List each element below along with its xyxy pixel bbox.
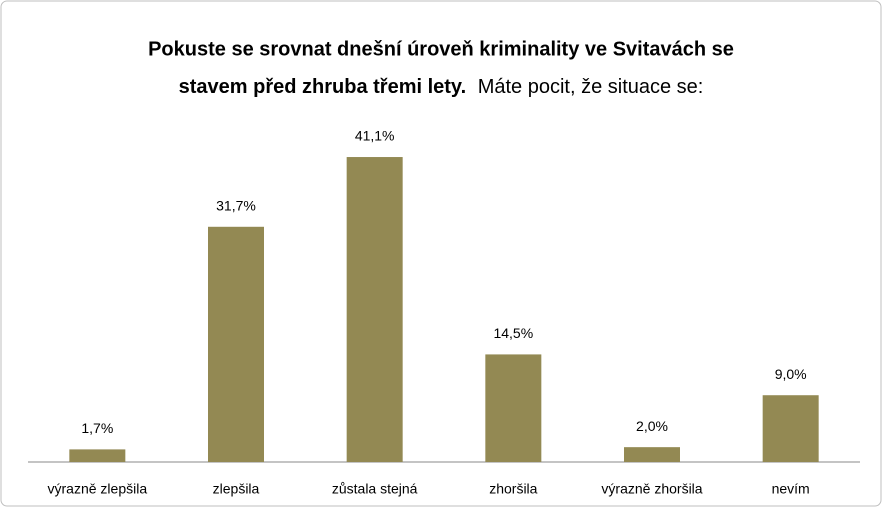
data-label: 31,7% [216, 197, 256, 213]
bar [208, 226, 264, 462]
bar [485, 354, 542, 462]
data-label: 9,0% [775, 366, 807, 382]
chart-title: stavem před zhruba třemi lety. [179, 76, 467, 98]
chart-subtitle: Máte pocit, že situace se: [478, 76, 704, 98]
data-label: 14,5% [493, 325, 533, 341]
bar [69, 449, 126, 462]
x-tick-label: nevím [772, 481, 810, 497]
bar [624, 447, 680, 462]
bar [346, 157, 403, 462]
x-tick-label: výrazně zhoršila [601, 481, 702, 497]
x-tick-label: zlepšila [213, 481, 260, 497]
data-label: 1,7% [81, 420, 113, 436]
x-tick-label: výrazně zlepšila [48, 481, 148, 497]
data-label: 2,0% [636, 418, 668, 434]
x-tick-label: zůstala stejná [332, 481, 418, 497]
chart-title-line: stavem před zhruba třemi lety. Máte poci… [179, 76, 704, 98]
chart-title: Pokuste se srovnat dnešní úroveň krimina… [148, 38, 734, 60]
x-tick-label: zhoršila [489, 481, 537, 497]
bar [762, 395, 819, 462]
data-label: 41,1% [355, 128, 395, 144]
